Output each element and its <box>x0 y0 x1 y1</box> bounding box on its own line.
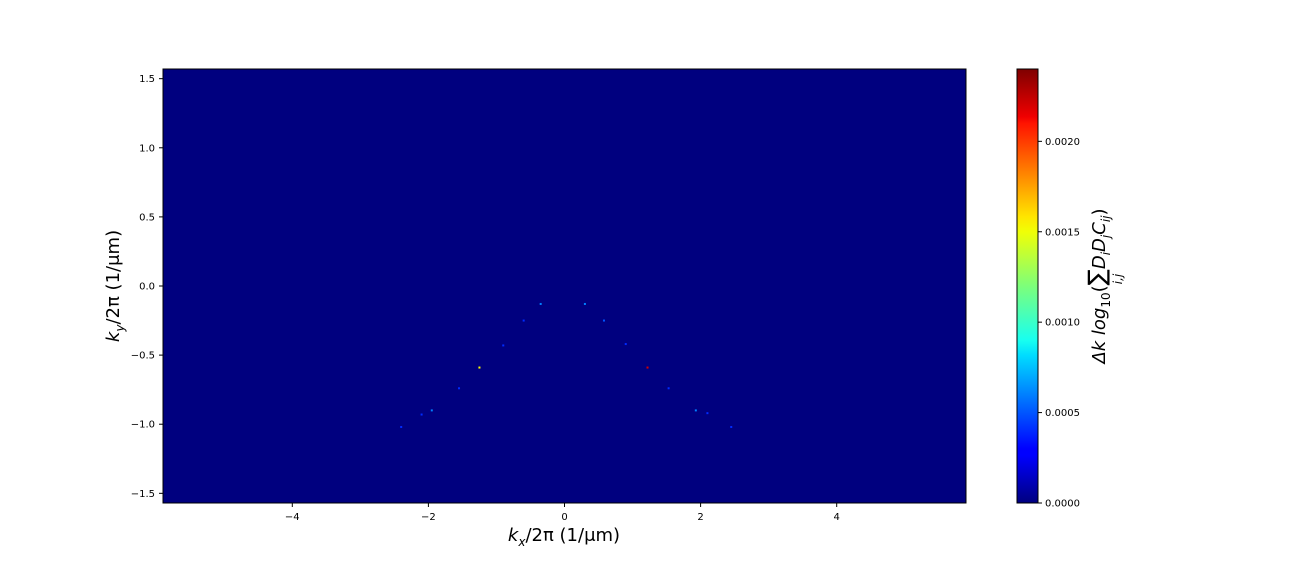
colorbar-tick-label: 0.0020 <box>1045 137 1080 148</box>
heatmap-point <box>583 302 586 305</box>
colorbar-sum-subscript: i,j <box>1111 273 1125 284</box>
heatmap-point <box>458 387 461 390</box>
colorbar-tick-label: 0.0010 <box>1045 318 1080 329</box>
y-tick-label: −1.0 <box>131 420 155 431</box>
x-tick-label: −2 <box>421 512 436 523</box>
y-tick-label: −1.5 <box>131 489 155 500</box>
x-tick-label: 0 <box>561 512 567 523</box>
x-axis-ticks: −4 −2 0 2 4 <box>285 503 840 523</box>
colorbar-tick-label: 0.0015 <box>1045 227 1080 238</box>
colorbar-tick-label: 0.0005 <box>1045 408 1080 419</box>
heatmap-point <box>478 366 481 369</box>
heatmap-points <box>400 302 733 428</box>
heatmap-point <box>522 319 525 322</box>
y-tick-label: 0.5 <box>139 212 155 223</box>
heatmap-point <box>624 343 627 346</box>
y-tick-label: 0.0 <box>139 282 155 293</box>
y-tick-label: −0.5 <box>131 351 155 362</box>
colorbar-ticks: 0.0000 0.0005 0.0010 0.0015 0.0020 <box>1038 137 1080 510</box>
heatmap-point <box>602 319 605 322</box>
y-axis-label: ky/2π (1/μm) <box>103 230 127 342</box>
heatmap-point <box>420 413 423 416</box>
x-tick-label: 4 <box>834 512 840 523</box>
heatmap-point <box>400 425 403 428</box>
heatmap-point <box>646 366 649 369</box>
y-axis-ticks: 1.5 1.0 0.5 0.0 −0.5 −1.0 −1.5 <box>131 74 163 500</box>
heatmap-background <box>163 69 966 503</box>
colorbar-bar <box>1016 68 1039 504</box>
heatmap-point <box>730 425 733 428</box>
y-tick-label: 1.0 <box>139 143 155 154</box>
colorbar: 0.0000 0.0005 0.0010 0.0015 0.0020 Δk log10(… <box>1016 68 1125 510</box>
heatmap-point <box>539 302 542 305</box>
colorbar-label: Δk log10(∑DiDjCij) <box>1083 208 1113 365</box>
heatmap-point <box>430 409 433 412</box>
y-tick-label: 1.5 <box>139 74 155 85</box>
x-tick-label: −4 <box>285 512 300 523</box>
heatmap-point <box>502 344 505 347</box>
x-tick-label: 2 <box>697 512 703 523</box>
heatmap-point <box>706 412 709 415</box>
heatmap-point <box>667 387 670 390</box>
colorbar-tick-label: 0.0000 <box>1045 499 1080 510</box>
x-axis-label: kx/2π (1/μm) <box>508 525 620 549</box>
heatmap-point <box>694 409 697 412</box>
plot-area <box>162 68 967 504</box>
